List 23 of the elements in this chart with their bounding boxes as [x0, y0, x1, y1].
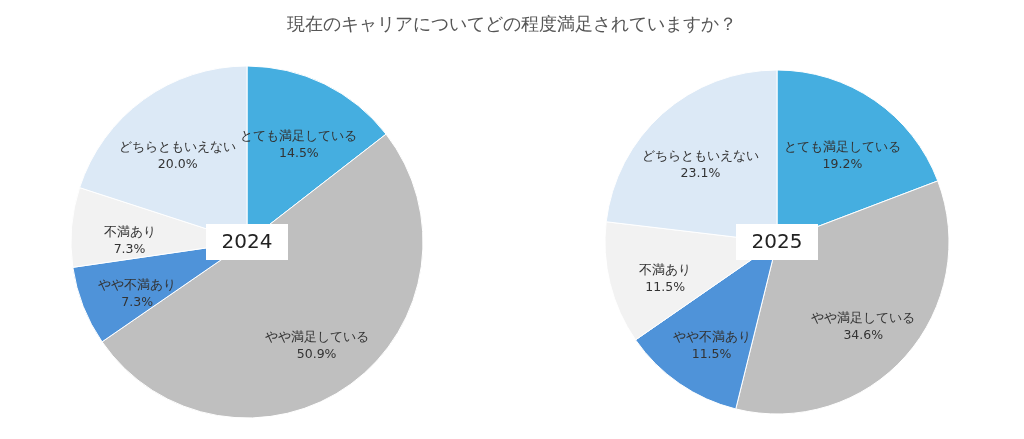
slice-label: どちらともいえない [641, 147, 759, 163]
data-label: 11.5% [645, 278, 686, 294]
text: 現在のキャリアについてどの程度満足されていますか？ [287, 13, 737, 34]
data-label: 20.0% [157, 155, 198, 171]
data-label: 34.6% [843, 327, 884, 343]
slice-label: やや満足している [264, 329, 369, 345]
data-label: 19.2% [822, 156, 863, 172]
data-label: 11.5% [691, 345, 732, 361]
slice-label: やや不満あり [98, 277, 177, 293]
slice-label: とても満足している [240, 128, 358, 144]
data-label: 50.9% [296, 346, 337, 362]
slice-label: やや不満あり [672, 328, 751, 344]
text: 2024 [221, 229, 273, 253]
data-label: 23.1% [680, 164, 721, 180]
slice-label: やや満足している [811, 310, 916, 326]
data-label: 7.3% [113, 241, 146, 257]
slice-label: 不満あり [639, 261, 692, 277]
slice-label: とても満足している [783, 139, 901, 155]
data-label: 7.3% [121, 294, 154, 310]
text: 2025 [751, 229, 803, 253]
slice-label: どちらともいえない [119, 138, 237, 154]
data-label: 14.5% [279, 145, 319, 161]
slice-label: 不満あり [103, 224, 156, 240]
